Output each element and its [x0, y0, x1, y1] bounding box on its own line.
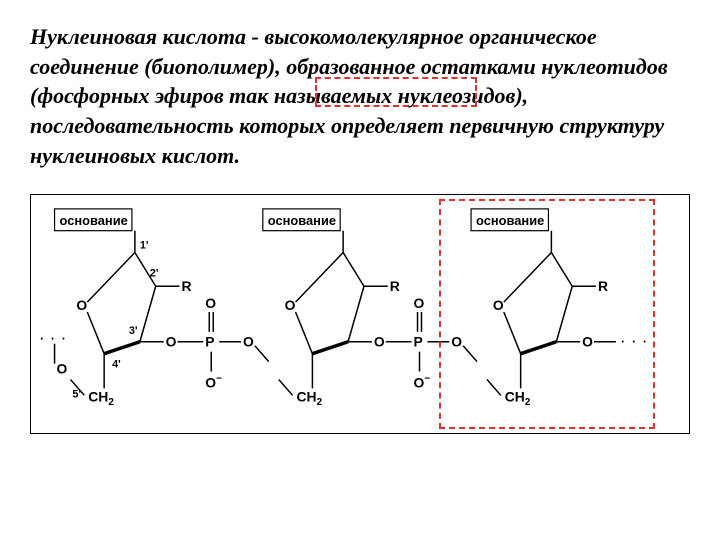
chain-svg: · · · основание O R O CH2: [31, 195, 689, 433]
prime-2: 2': [150, 268, 159, 280]
base-label-3: основание: [476, 213, 544, 228]
def-part-2: (фосфорных эфиров так называемых нуклеоз…: [30, 83, 664, 167]
c3-o-2: O: [374, 334, 385, 350]
nucleotide-unit-2: основание O R O CH2 P O O− O: [263, 209, 477, 408]
bridge-o-2: O: [451, 334, 462, 350]
p-2: P: [414, 334, 423, 350]
r-1: R: [181, 279, 191, 295]
ring-o-2: O: [285, 297, 296, 313]
base-label-2: основание: [268, 213, 336, 228]
definition-text: Нуклеиновая кислота - высокомолекулярное…: [30, 22, 690, 170]
ring-o-3: O: [493, 297, 504, 313]
base-label-1: основание: [60, 213, 128, 228]
bridge-o-1: O: [243, 334, 254, 350]
ch2-3: CH2: [505, 389, 531, 409]
ring-o-1: O: [76, 297, 87, 313]
p-o-down-1: O−: [205, 374, 222, 391]
c3-o-1: O: [166, 334, 177, 350]
prime-5: 5': [72, 389, 81, 401]
r-2: R: [390, 279, 400, 295]
nucleotide-unit-3: основание O R O CH2 · · ·: [471, 209, 647, 408]
nucleotide-chain-diagram: · · · основание O R O CH2: [30, 194, 690, 434]
p-1: P: [205, 334, 214, 350]
ch2-2: CH2: [297, 389, 323, 409]
p-o-up-2: O: [414, 295, 425, 311]
dots-left: · · ·: [39, 328, 67, 348]
c3-o-3: O: [582, 334, 593, 350]
def-part-1: Нуклеиновая кислота - высокомолекулярное…: [30, 24, 597, 79]
p-o-up-1: O: [205, 295, 216, 311]
dots-right: · · ·: [620, 331, 648, 351]
r-3: R: [598, 279, 608, 295]
nucleotide-unit-1: основание O R O CH2 O 1': [55, 209, 269, 408]
prime-3: 3': [129, 325, 138, 337]
prime-1: 1': [140, 240, 149, 252]
c5-o-1: O: [57, 361, 68, 377]
ch2-1: CH2: [88, 389, 114, 409]
p-o-down-2: O−: [414, 374, 431, 391]
prime-4: 4': [112, 359, 121, 371]
def-highlighted-word: нуклеотидов: [541, 54, 667, 79]
